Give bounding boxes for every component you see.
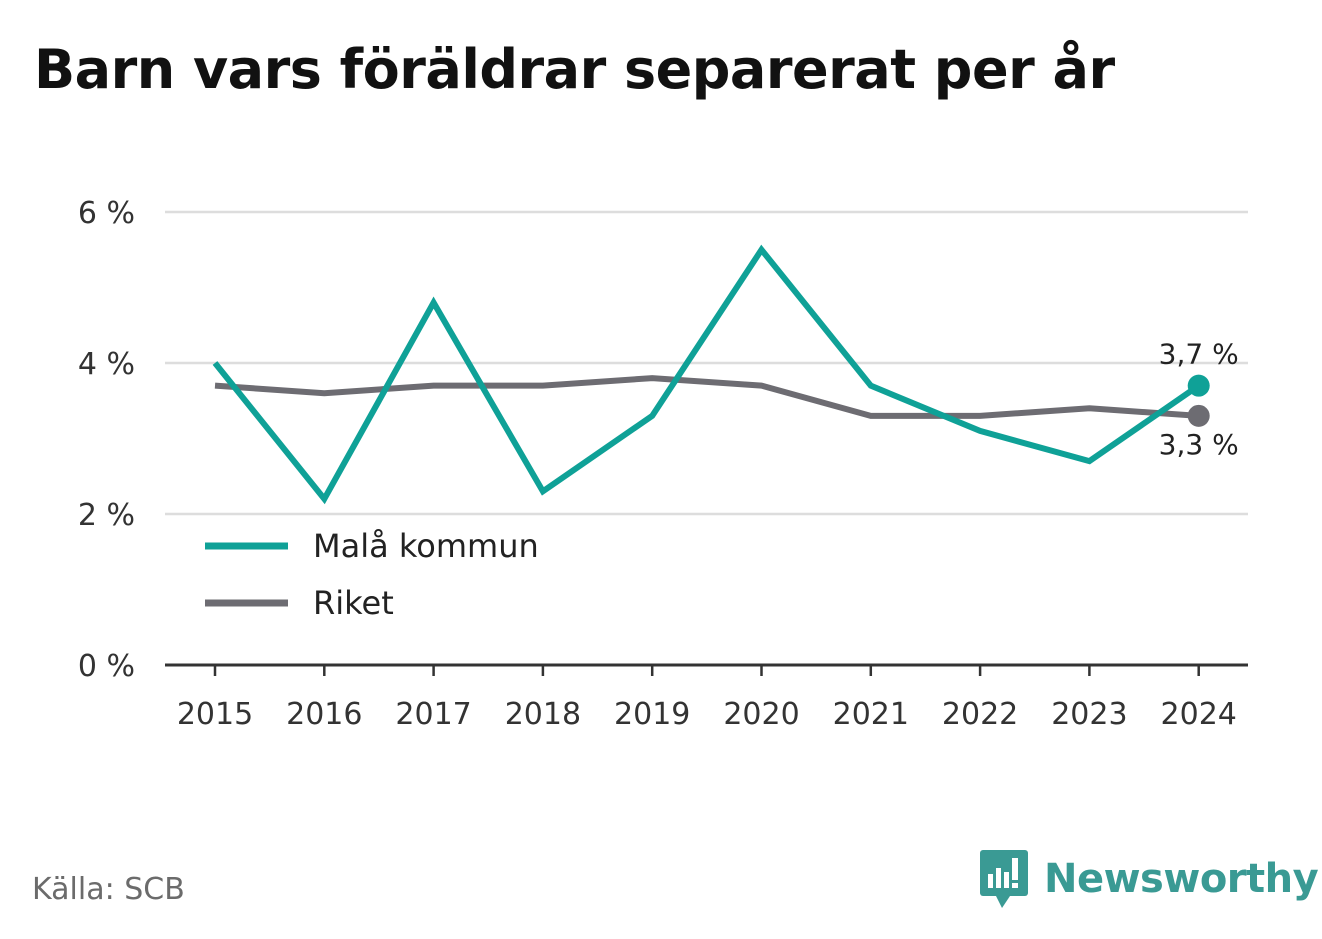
x-tick-label: 2023 — [1051, 697, 1127, 732]
end-point-0 — [1187, 374, 1210, 397]
x-tick-label: 2020 — [723, 697, 799, 732]
end-label-malaa: 3,7 % — [1159, 338, 1239, 371]
x-tick-label: 2021 — [833, 697, 909, 732]
chart-title: Barn vars föräldrar separerat per år — [34, 38, 1115, 101]
x-tick-label: 2016 — [286, 697, 362, 732]
legend-background — [190, 518, 582, 643]
x-tick-label: 2024 — [1161, 697, 1237, 732]
x-tick-label: 2019 — [614, 697, 690, 732]
y-tick-label: 2 % — [78, 498, 135, 533]
end-label-riket: 3,3 % — [1159, 428, 1239, 461]
x-tick-label: 2017 — [395, 697, 471, 732]
y-tick-label: 0 % — [78, 649, 135, 684]
source-note: Källa: SCB — [32, 872, 185, 907]
x-tick-label: 2022 — [942, 697, 1018, 732]
x-tick-label: 2015 — [177, 697, 253, 732]
legend-label: Riket — [313, 584, 394, 622]
brand-name: Newsworthy — [1044, 856, 1319, 902]
series-line-1 — [214, 375, 1199, 419]
x-tick-label: 2018 — [505, 697, 581, 732]
legend-label: Malå kommun — [313, 527, 539, 565]
brand-logo[interactable]: Newsworthy — [980, 850, 1319, 908]
newsworthy-logo-icon — [980, 850, 1028, 908]
end-point-1 — [1187, 404, 1210, 427]
series-line-0 — [212, 244, 1201, 505]
y-tick-label: 6 % — [78, 196, 135, 231]
y-tick-label: 4 % — [78, 347, 135, 382]
